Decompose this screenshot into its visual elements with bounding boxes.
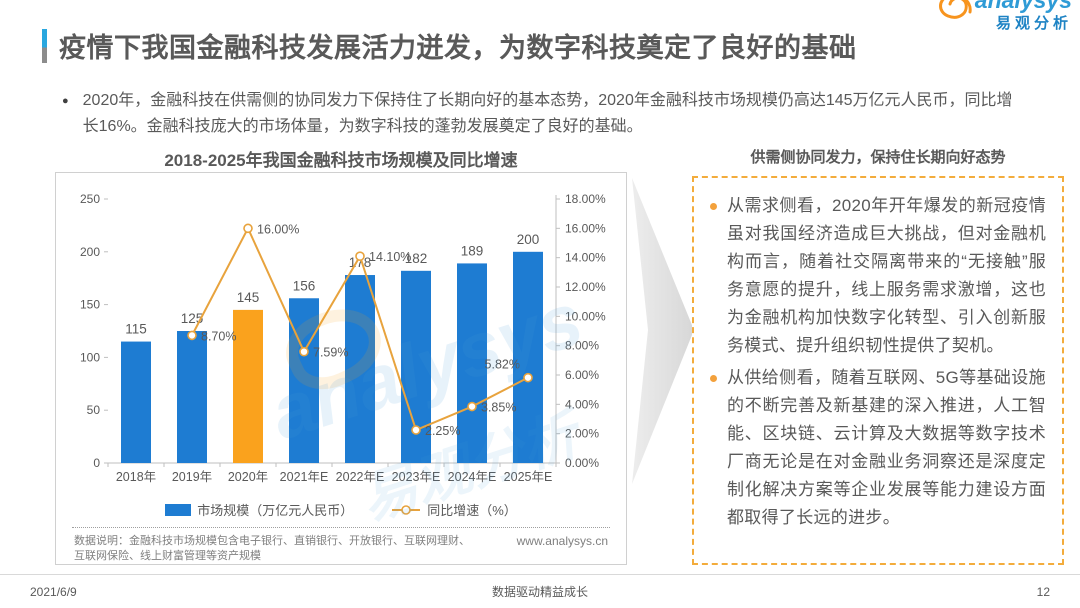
right-axis-tick: 6.00% <box>565 368 599 382</box>
x-axis-label: 2018年 <box>116 470 156 484</box>
logo-swirl-icon <box>939 0 972 19</box>
legend-label: 市场规模（万亿元人民币） <box>197 503 354 518</box>
chart-panel: analysys 易观分析 0501001502002500.00%2.00%4… <box>55 172 627 565</box>
legend-label: 同比增速（%） <box>427 503 517 518</box>
summary-text: 2020年，金融科技在供需侧的协同发力下保持住了长期向好的基本态势，2020年金… <box>82 92 1013 135</box>
bar-2025年E <box>513 251 543 463</box>
growth-value-label: 16.00% <box>257 222 299 236</box>
x-axis-label: 2019年 <box>172 470 212 484</box>
bar-value-label: 125 <box>181 311 204 326</box>
x-axis-label: 2020年 <box>228 470 268 484</box>
line-marker <box>187 330 197 341</box>
line-marker <box>299 346 309 357</box>
line-marker <box>467 401 477 412</box>
bar-2018年 <box>121 341 151 463</box>
page-title: 疫情下我国金融科技发展活力迸发，为数字科技奠定了良好的基础 <box>59 33 857 63</box>
legend-bar-swatch <box>165 503 192 516</box>
insight-text-supply: 从供给侧看，随着互联网、5G等基础设施的不断完善及新基建的深入推进，人工智能、区… <box>727 368 1046 527</box>
orange-bullet-icon <box>710 375 717 382</box>
bullet-icon: ● <box>62 95 69 107</box>
right-axis-tick: 14.00% <box>565 251 606 265</box>
right-axis-tick: 0.00% <box>565 456 599 470</box>
logo-brand-text: analysys <box>974 0 1072 13</box>
bar-value-label: 156 <box>293 278 316 293</box>
right-axis-tick: 10.00% <box>565 309 606 323</box>
bar-2020年 <box>233 309 263 463</box>
list-item: 从需求侧看，2020年开年爆发的新冠疫情虽对我国经济造成巨大挑战，但对金融机构而… <box>708 192 1046 360</box>
x-axis-label: 2025年E <box>504 470 553 484</box>
growth-value-label: 14.10% <box>369 250 411 264</box>
x-axis-label: 2022年E <box>336 470 385 484</box>
legend-line-swatch <box>392 504 421 515</box>
header: 疫情下我国金融科技发展活力迸发，为数字科技奠定了良好的基础 <box>42 26 1060 65</box>
bar-value-label: 182 <box>405 251 428 266</box>
bar-value-label: 145 <box>237 290 260 305</box>
left-axis-tick: 200 <box>80 245 100 259</box>
right-axis-tick: 12.00% <box>565 280 606 294</box>
left-axis-tick: 0 <box>93 456 100 470</box>
line-marker <box>243 223 253 234</box>
list-item: 从供给侧看，随着互联网、5G等基础设施的不断完善及新基建的深入推进，人工智能、区… <box>708 364 1046 532</box>
x-axis-label: 2023年E <box>392 470 441 484</box>
logo-brand-cn-text: 易观分析 <box>995 15 1072 33</box>
bar-2024年E <box>457 263 487 463</box>
right-axis-tick: 4.00% <box>565 397 599 411</box>
line-marker <box>523 372 533 383</box>
source-url: www.analysys.cn <box>516 534 608 548</box>
insights-panel: 从需求侧看，2020年开年爆发的新冠疫情虽对我国经济造成巨大挑战，但对金融机构而… <box>692 176 1064 565</box>
transition-arrow-icon <box>632 178 694 484</box>
right-axis-tick: 8.00% <box>565 339 599 353</box>
title-accent-bar <box>42 29 47 63</box>
legend-item: 同比增速（%） <box>391 500 517 519</box>
chart-legend: 市场规模（万亿元人民币） 同比增速（%） <box>62 500 620 519</box>
left-axis-tick: 250 <box>80 192 100 206</box>
bar-2022年E <box>345 275 375 463</box>
footer: 2021/6/9 数据驱动精益成长 12 <box>0 574 1080 608</box>
analysys-logo: analysys 易观分析 <box>939 0 1072 33</box>
growth-value-label: 3.85% <box>481 401 516 415</box>
left-axis-tick: 150 <box>80 298 100 312</box>
left-axis-tick: 100 <box>80 350 100 364</box>
x-axis-label: 2021年E <box>280 470 329 484</box>
legend-item: 市场规模（万亿元人民币） <box>165 500 353 519</box>
market-size-growth-chart: 0 50 100 150 200 250 0.00% 2.00% 4.00% 6.00% 8.00%… <box>80 192 606 484</box>
bar-value-label: 115 <box>125 322 147 337</box>
bar-value-label: 200 <box>517 232 540 247</box>
right-axis-tick: 2.00% <box>565 427 599 441</box>
chart-footnote: 数据说明：金融科技市场规模包含电子银行、直销银行、开放银行、互联网理财、互联网保… <box>72 527 610 564</box>
right-axis-tick: 16.00% <box>565 221 606 235</box>
line-marker <box>411 425 421 435</box>
growth-value-label: 8.70% <box>201 329 236 343</box>
growth-value-label: 7.59% <box>313 346 348 360</box>
bar-2019年 <box>177 331 207 463</box>
insight-text-demand: 从需求侧看，2020年开年爆发的新冠疫情虽对我国经济造成巨大挑战，但对金融机构而… <box>727 196 1046 355</box>
x-axis-label: 2024年E <box>448 470 497 484</box>
summary-bullet: ● 2020年，金融科技在供需侧的协同发力下保持住了长期向好的基本态势，2020… <box>62 88 1022 140</box>
chart-title: 2018-2025年我国金融科技市场规模及同比增速 <box>164 151 518 170</box>
right-axis-tick: 18.00% <box>565 192 606 206</box>
footer-motto: 数据驱动精益成长 <box>491 585 588 599</box>
data-note: 数据说明：金融科技市场规模包含电子银行、直销银行、开放银行、互联网理财、互联网保… <box>74 535 470 562</box>
left-axis-tick: 50 <box>87 403 101 417</box>
insights-panel-title: 供需侧协同发力，保持住长期向好态势 <box>750 149 1006 166</box>
bar-value-label: 189 <box>461 243 484 258</box>
bar-2021年E <box>289 298 319 463</box>
line-marker <box>355 251 365 261</box>
growth-value-label: 2.25% <box>425 424 460 438</box>
footer-date: 2021/6/9 <box>30 584 77 599</box>
orange-bullet-icon <box>710 203 717 210</box>
page-number: 12 <box>1036 584 1050 599</box>
growth-value-label: 5.82% <box>485 358 520 372</box>
insights-list: 从需求侧看，2020年开年爆发的新冠疫情虽对我国经济造成巨大挑战，但对金融机构而… <box>708 192 1046 532</box>
